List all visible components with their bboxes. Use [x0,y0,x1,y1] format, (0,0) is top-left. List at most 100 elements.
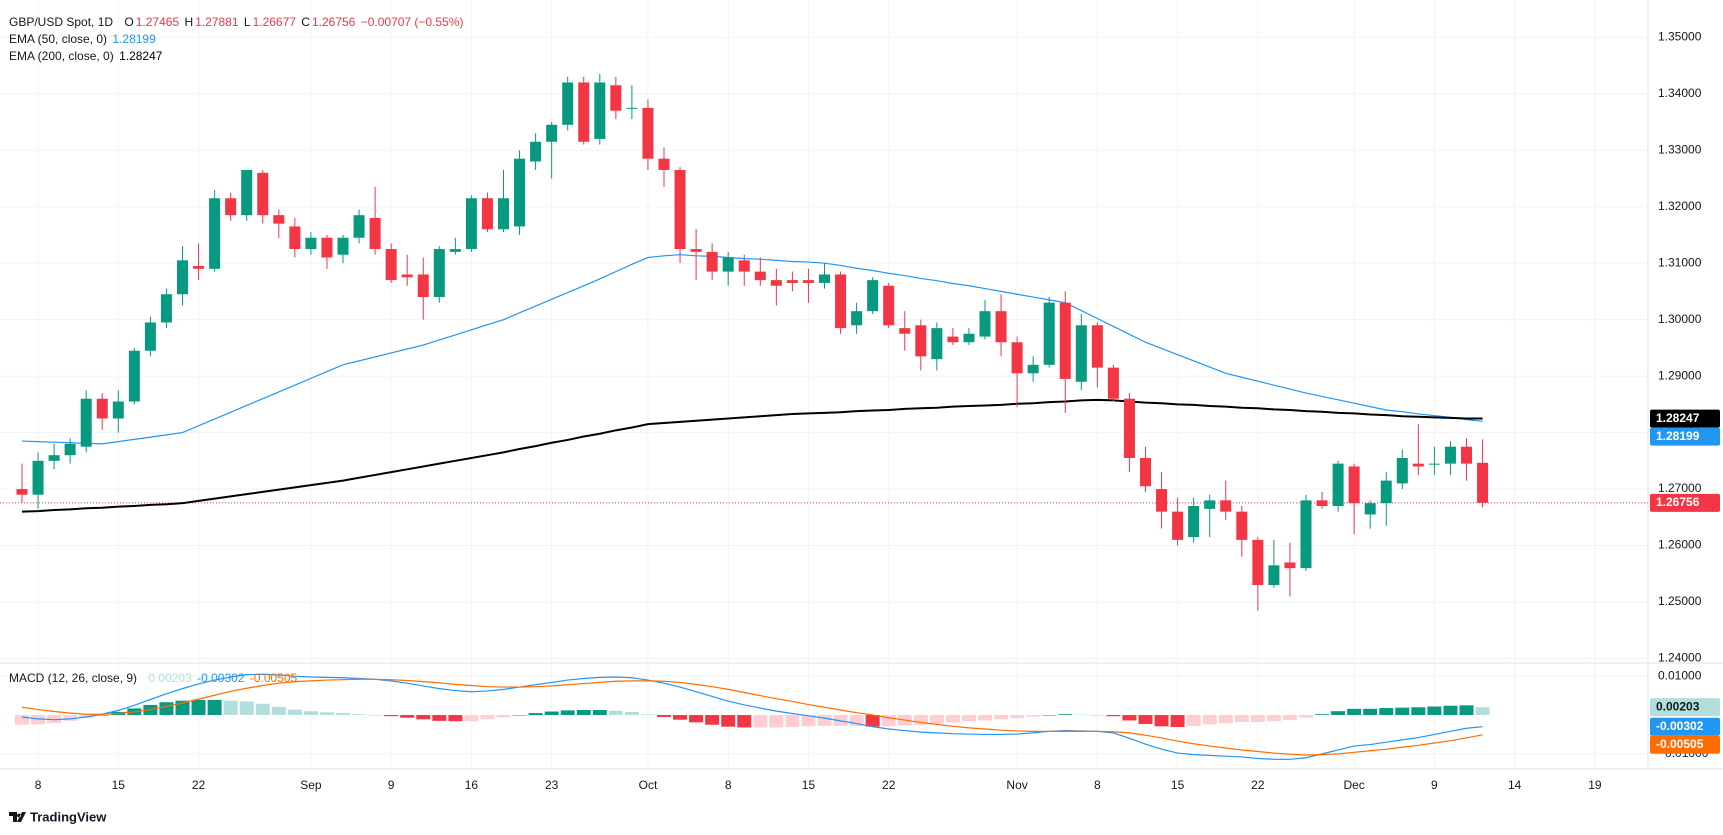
candle-body [321,237,333,258]
x-tick-label: Oct [639,778,658,792]
candle-body [225,198,237,216]
histogram-bar [31,715,46,725]
histogram-bar [528,713,543,716]
low-label: L [243,15,251,29]
ema-value: 1.28247 [119,49,163,63]
candle-body [947,336,959,343]
ema-line [21,254,1483,445]
close-value: 1.26756 [311,15,356,29]
histogram-bar [1363,708,1378,716]
candle-body [257,172,269,216]
histogram-bar [400,715,415,718]
histogram-bar [801,715,816,727]
histogram-bar [271,706,286,716]
candle-body [273,215,285,224]
histogram-bar [560,710,575,716]
candle-body [193,265,205,269]
high-label: H [184,15,194,29]
candle-body [835,274,847,329]
candle-body [626,107,638,109]
candle-body [786,280,798,283]
logo-mark [9,812,26,822]
candle-body [305,237,317,250]
y-tick-label: 1.35000 [1658,29,1702,43]
histogram-bar [1379,708,1394,716]
candle-body [1380,480,1392,504]
histogram-bar [287,709,302,716]
y-tick-label: 0.01000 [1658,668,1702,682]
histogram-bar [1186,715,1201,726]
candle-body [1107,367,1119,399]
histogram-bar [1395,707,1410,716]
candle-body [1156,489,1168,512]
x-tick-label: 19 [1588,778,1602,792]
candle-body [1075,325,1087,382]
price-badge [1650,427,1720,446]
histogram-bar [849,715,864,726]
candle-body [1444,446,1456,464]
histogram-bar [1154,715,1169,727]
candle-body [209,198,221,269]
histogram-bar [640,714,655,716]
candle-body [1477,462,1489,503]
histogram-bar [432,715,447,721]
candle-body [465,198,477,250]
candle-body [1140,458,1151,487]
candle-body [64,443,76,456]
histogram-bar [657,715,671,717]
histogram-bar [1459,705,1474,716]
candle-body [690,249,702,252]
candle-body [481,198,493,230]
signal-value: -0.00505 [249,671,298,685]
histogram-bar [1218,715,1233,724]
candle-body [1204,500,1216,509]
histogram-bar [1266,715,1281,722]
candle-body [883,285,895,326]
candle-body [899,328,911,334]
histogram-bar [1299,715,1313,718]
histogram-bar [1250,715,1265,723]
histogram-bar [480,715,495,720]
histogram-bar [1010,715,1025,719]
candle-body [658,158,670,170]
candle-body [449,249,461,252]
histogram-bar [95,715,110,716]
x-tick-label: 23 [545,778,559,792]
low-value: 1.26677 [252,15,296,29]
plot [0,73,1648,760]
x-tick-label: 9 [1431,778,1438,792]
histogram-bar [1106,715,1121,717]
candle-body [128,350,140,402]
price-badge-label: 1.28247 [1656,411,1700,425]
x-tick-label: Dec [1343,778,1364,792]
y-tick-label: 1.33000 [1658,142,1702,156]
price-badge-label: 1.28199 [1656,429,1700,443]
histogram-bar [945,715,960,723]
high-value: 1.27881 [195,15,239,29]
candle-body [1396,458,1408,484]
candle-body [722,257,734,272]
histogram-bar [913,715,928,725]
ema-row: EMA (200, close, 0) 1.28247 [9,48,465,65]
candle-body [610,85,622,111]
price-badge [1650,698,1720,717]
histogram-bar [673,715,688,720]
candle-body [770,280,782,286]
histogram-bar [496,715,511,718]
histogram-bar [63,715,78,721]
histogram-bar [753,715,768,728]
y-tick-label: 1.26000 [1658,538,1702,552]
candle-body [1236,511,1248,540]
candle-body [144,322,156,351]
x-tick-label: Sep [300,778,322,792]
histogram-bar [994,715,1009,720]
grid [0,0,1648,769]
hist-value: 0.00203 [148,671,192,685]
histogram-bar [1026,715,1041,717]
histogram-bar [1475,707,1490,716]
candle-body [417,274,429,298]
histogram-bar [961,715,976,722]
candle-body [674,169,686,250]
candle-body [369,217,381,250]
candle-body [1123,398,1135,459]
